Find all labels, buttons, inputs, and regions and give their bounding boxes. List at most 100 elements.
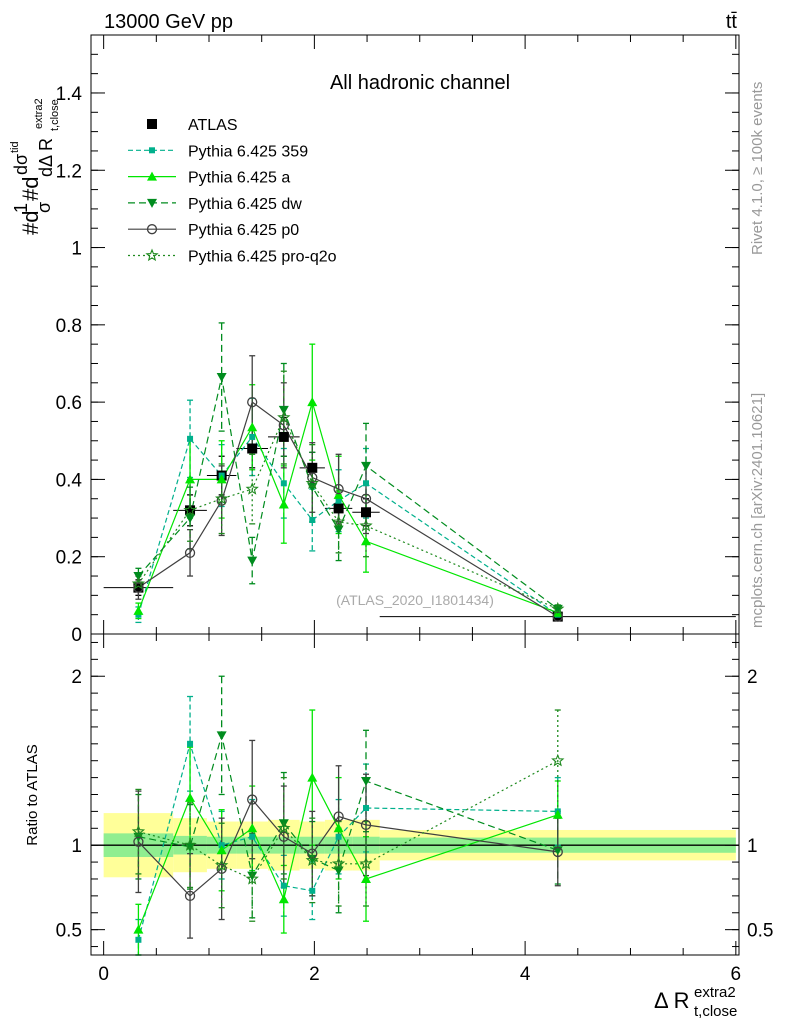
data-point-pythia-6-425-p0 <box>360 493 372 504</box>
data-point-atlas <box>133 582 144 593</box>
data-point-atlas <box>307 462 318 473</box>
ratio-point-pythia-6-425-p0 <box>184 890 196 902</box>
ylabel-ddelta: dΔ R <box>36 138 56 177</box>
data-point-pythia-6-425-p0 <box>333 483 344 495</box>
xlabel-sub: t,close <box>694 1003 737 1020</box>
legend-entry-pythia-6-425-pro-q2o-label: Pythia 6.425 pro-q2o <box>188 249 337 266</box>
ratio-point-pythia-6-425-pro-q2o <box>359 856 373 870</box>
ratio-ytick-label: 2 <box>71 667 82 688</box>
ratio-point-pythia-6-425-a <box>552 809 563 819</box>
ratio-point-pythia-6-425-a <box>333 823 344 833</box>
ylabel-sigma: σ <box>34 202 54 213</box>
ratio-point-pythia-6-425-pro-q2o <box>183 838 197 851</box>
ratio-ylabel: Ratio to ATLAS <box>24 744 41 845</box>
ratio-panel: 0.5 0.5 1 1 2 2 0 2 4 6 <box>56 633 773 985</box>
data-point-pythia-6-425-dw <box>216 373 227 383</box>
main-axis-ticks: 0 0.2 0.4 0.6 0.8 1 1.2 1.4 <box>56 34 739 646</box>
data-point-pythia-6-425-p0 <box>133 582 144 593</box>
legend-entry-pythia-6-425-p0-marker <box>146 224 158 235</box>
ratio-point-pythia-6-425-pro-q2o <box>214 858 229 872</box>
ratio-point-pythia-6-425-pro-q2o <box>331 856 346 870</box>
data-point-pythia-6-425-pro-q2o <box>305 476 319 489</box>
data-point-pythia-6-425-pro-q2o <box>214 491 229 505</box>
ytick-label: 0.8 <box>56 316 82 337</box>
ytick-label: 0 <box>71 625 82 646</box>
ratio-point-pythia-6-425-pro-q2o <box>305 853 319 867</box>
data-point-pythia-6-425-dw <box>278 405 289 415</box>
legend-entry-pythia-6-425-a-label: Pythia 6.425 a <box>188 170 290 187</box>
legend-entry-pythia-6-425-a-marker <box>147 171 157 181</box>
data-point-pythia-6-425-a <box>216 474 227 484</box>
data-point-pythia-6-425-p0 <box>184 547 196 558</box>
data-point-pythia-6-425-pro-q2o <box>183 503 197 516</box>
ytick-label: 1 <box>71 239 82 260</box>
ratio-point-pythia-6-425-359 <box>135 936 142 943</box>
ratio-point-pythia-6-425-p0 <box>133 836 144 847</box>
main-ylabel: #d 1 σ #d dσ tid dΔ R t,close extra2 <box>9 98 61 235</box>
ratio-point-pythia-6-425-a <box>185 792 196 802</box>
legend: ATLAS Pythia 6.425 359 Pythia 6.425 a Pythi… <box>128 117 337 266</box>
ylabel-sup: extra2 <box>33 98 45 129</box>
xlabel-sup: extra2 <box>694 984 736 1001</box>
ratio-line-pythia-6-425-pro-q2o <box>138 760 559 880</box>
xtick-label: 4 <box>520 964 531 985</box>
data-point-atlas <box>278 431 289 442</box>
data-point-pythia-6-425-p0 <box>247 396 258 408</box>
legend-entry-pythia-6-425-p0-label: Pythia 6.425 p0 <box>188 222 299 239</box>
legend-entry-pythia-6-425-dw-label: Pythia 6.425 dw <box>188 196 302 213</box>
ylabel-dsigma: dσ <box>11 154 31 175</box>
series-line-pythia-6-425-pro-q2o <box>137 416 559 610</box>
ratio-point-pythia-6-425-359 <box>309 887 316 894</box>
ratio-point-pythia-6-425-pro-q2o <box>131 824 146 838</box>
ratio-point-pythia-6-425-pro-q2o <box>245 871 259 885</box>
data-point-pythia-6-425-dw <box>247 556 258 566</box>
xtick-label: 0 <box>98 964 109 985</box>
ratio-point-pythia-6-425-p0 <box>307 848 318 859</box>
ytick-label: 1.2 <box>56 161 82 182</box>
ratio-point-pythia-6-425-a <box>133 924 144 934</box>
xlabel-main: Δ R <box>654 988 689 1013</box>
ratio-line-pythia-6-425-359 <box>137 741 558 940</box>
ratio-point-pythia-6-425-dw <box>247 871 258 881</box>
ratio-ytick-label-right: 0.5 <box>747 921 773 942</box>
ratio-point-pythia-6-425-359 <box>249 833 256 840</box>
ratio-ytick-label: 1 <box>71 836 82 857</box>
data-point-atlas <box>247 443 258 454</box>
data-point-pythia-6-425-p0 <box>216 495 227 506</box>
ratio-point-pythia-6-425-a <box>247 823 258 833</box>
ratio-point-pythia-6-425-359 <box>335 833 342 840</box>
ratio-point-pythia-6-425-p0 <box>552 846 563 858</box>
data-point-pythia-6-425-359 <box>249 433 256 440</box>
ytick-label: 1.4 <box>56 84 83 105</box>
ratio-point-pythia-6-425-dw <box>361 776 372 786</box>
data-point-pythia-6-425-dw <box>133 572 144 582</box>
data-point-pythia-6-425-a <box>361 536 372 546</box>
ratio-point-pythia-6-425-p0 <box>247 794 258 805</box>
ratio-point-pythia-6-425-pro-q2o <box>277 821 291 834</box>
ratio-point-pythia-6-425-359 <box>363 805 370 812</box>
data-point-pythia-6-425-p0 <box>307 472 318 483</box>
ratio-point-pythia-6-425-p0 <box>216 863 227 874</box>
chart-title: All hadronic channel <box>330 72 510 94</box>
analysis-watermark: (ATLAS_2020_I1801434) <box>336 592 494 608</box>
legend-entry-atlas-label: ATLAS <box>188 117 238 134</box>
ylabel-one: 1 <box>11 203 31 213</box>
data-point-pythia-6-425-pro-q2o <box>245 482 259 495</box>
ratio-point-pythia-6-425-359 <box>187 740 194 747</box>
ylabel-sub: t,close <box>49 99 61 131</box>
data-point-pythia-6-425-359 <box>309 516 316 523</box>
legend-entry-pythia-6-425-dw-marker <box>147 198 157 208</box>
data-point-pythia-6-425-dw <box>361 461 372 471</box>
data-point-pythia-6-425-a <box>133 605 144 615</box>
ylabel-d: #d <box>18 211 43 235</box>
xtick-label: 2 <box>309 964 320 985</box>
ratio-point-pythia-6-425-a <box>361 873 372 883</box>
main-series-layer <box>103 322 736 624</box>
ratio-ytick-label-right: 2 <box>747 667 758 688</box>
ratio-line-pythia-6-425-dw <box>138 735 559 878</box>
data-point-pythia-6-425-a <box>247 422 258 432</box>
ytick-label: 0.6 <box>56 393 82 414</box>
ratio-point-pythia-6-425-p0 <box>278 831 289 842</box>
ratio-point-pythia-6-425-pro-q2o <box>551 753 565 767</box>
